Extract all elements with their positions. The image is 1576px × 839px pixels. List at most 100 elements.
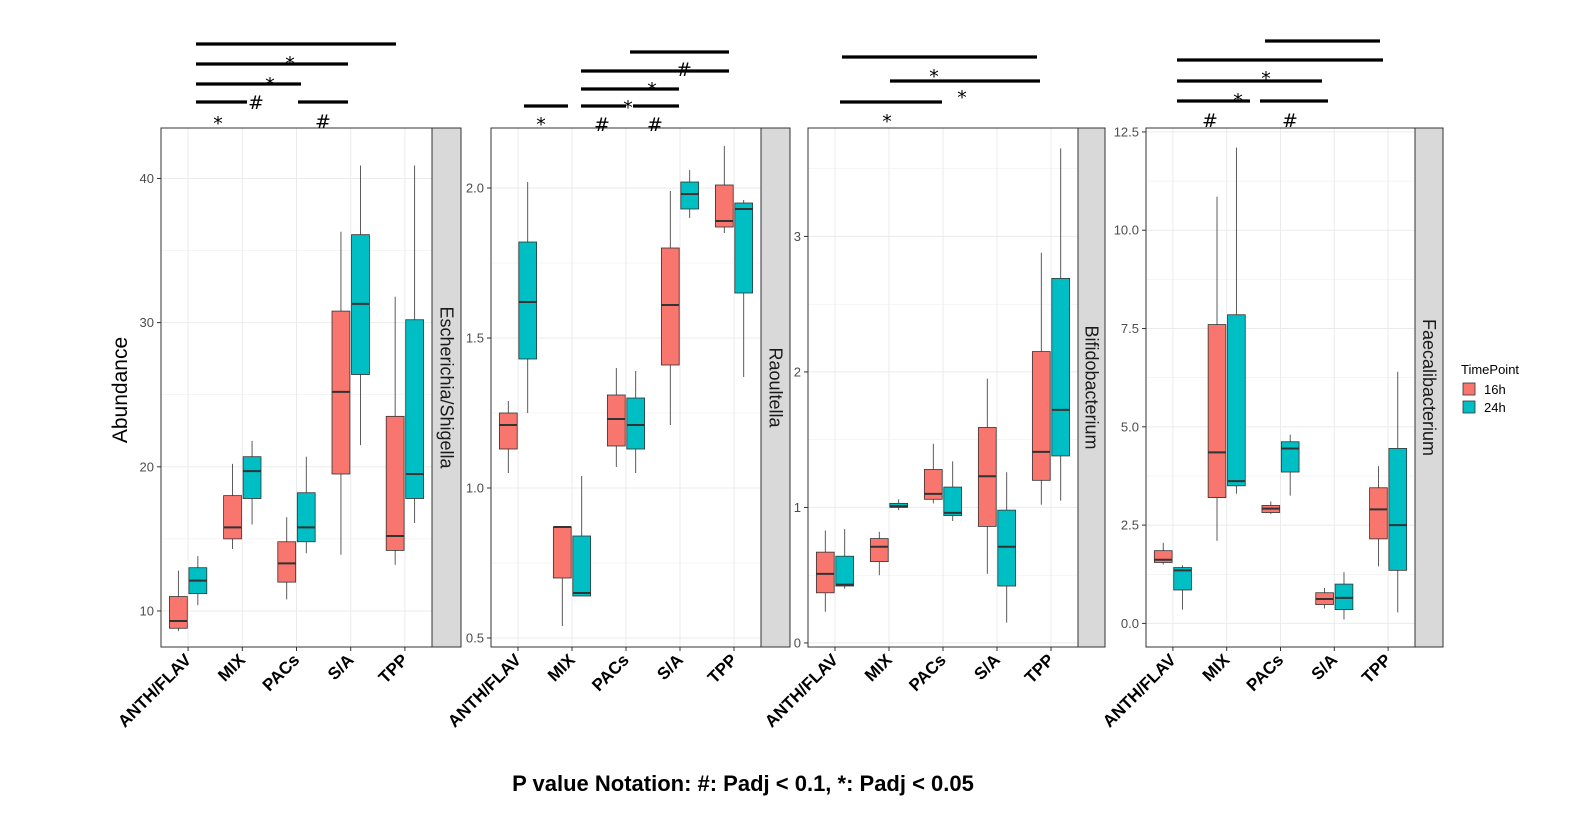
box-16h-ANTH/FLAV (498, 401, 518, 473)
box-iqr (552, 526, 572, 579)
box-16h-TPP (1369, 466, 1388, 567)
box-iqr (1051, 278, 1071, 457)
box-16h-MIX (223, 463, 242, 549)
p-value-caption: P value Notation: #: Padj < 0.1, *: Padj… (512, 771, 974, 796)
box-16h-ANTH/FLAV (1153, 542, 1173, 565)
legend-label-16h: 16h (1484, 382, 1506, 397)
box-iqr (1227, 314, 1246, 487)
box-iqr (606, 394, 626, 447)
box-24h-S/A (1334, 572, 1354, 620)
box-iqr (734, 202, 754, 294)
box-iqr (1388, 448, 1408, 571)
facet-panel: 0.5 1.0 1.5 2.0 Raoultella ANTH/FLAV MIX PACs S/… (444, 127, 791, 731)
box-16h-S/A (660, 191, 680, 425)
box-iqr (680, 181, 700, 210)
box-16h-TPP (385, 296, 405, 565)
x-tick-label: MIX (544, 650, 579, 685)
x-tick-label: ANTH/FLAV (1099, 650, 1180, 731)
box-24h-TPP (1388, 371, 1408, 613)
significance-star: * (957, 87, 967, 109)
box-iqr (997, 509, 1017, 587)
y-tick-label: 1.0 (466, 481, 484, 496)
x-tick-label: PACs (905, 650, 950, 695)
box-iqr (869, 538, 889, 563)
x-tick-label: PACs (588, 650, 633, 695)
significance-hash: # (647, 114, 663, 136)
box-iqr (1153, 550, 1173, 563)
box-iqr (296, 492, 316, 543)
box-24h-MIX (572, 476, 592, 597)
y-tick-label: 7.5 (1121, 321, 1139, 336)
box-iqr (277, 541, 297, 583)
box-iqr (815, 551, 835, 594)
legend-label-24h: 24h (1484, 400, 1506, 415)
x-tick-label: MIX (1199, 650, 1234, 685)
y-tick-label: 30 (140, 315, 154, 330)
significance-hash: # (594, 114, 610, 136)
box-iqr (943, 486, 963, 516)
facet-strip-label: Escherichia/Shigella (437, 306, 457, 469)
y-tick-label: 10 (140, 603, 154, 618)
significance-hash: # (248, 92, 264, 114)
box-24h-S/A (997, 472, 1017, 623)
box-16h-MIX (869, 531, 889, 576)
y-tick-label: 40 (140, 171, 154, 186)
significance-star: * (647, 79, 657, 101)
box-iqr (405, 319, 424, 499)
y-tick-label: 2.5 (1121, 518, 1139, 533)
box-iqr (1369, 487, 1388, 540)
significance-star: * (1261, 68, 1271, 90)
x-tick-label: S/A (324, 650, 357, 683)
facet-panel: 0.0 2.5 5.0 7.5 10.0 12.5 Faecalibacterium ANTH… (1099, 124, 1444, 731)
x-tick-label: PACs (1243, 650, 1288, 695)
box-iqr (223, 495, 242, 540)
box-iqr (385, 415, 405, 551)
box-iqr (923, 469, 943, 500)
significance-star: * (265, 74, 275, 96)
x-tick-label: ANTH/FLAV (114, 650, 195, 731)
facet-panel: 0 1 2 3 Bifidobacterium ANTH/FLAV MIX PACs S/A TP… (761, 127, 1106, 731)
legend-key-24h (1462, 400, 1476, 414)
box-iqr (660, 247, 680, 366)
facet-strip (431, 127, 462, 648)
box-24h-PACs (296, 456, 316, 554)
box-16h-PACs (277, 517, 297, 600)
significance-star: * (1233, 90, 1243, 112)
box-24h-ANTH/FLAV (518, 182, 538, 413)
significance-hash: # (676, 59, 692, 81)
significance-star: * (213, 113, 223, 135)
legend-key-16h (1462, 382, 1476, 396)
box-iqr (1280, 441, 1300, 473)
x-tick-label: MIX (861, 650, 896, 685)
box-iqr (1207, 324, 1227, 498)
x-tick-label: PACs (259, 650, 304, 695)
y-tick-label: 10.0 (1114, 223, 1139, 238)
box-24h-TPP (405, 165, 424, 524)
y-tick-label: 3 (794, 229, 801, 244)
box-16h-TPP (1031, 252, 1051, 505)
facet-strip (1077, 127, 1106, 648)
y-tick-label: 1 (794, 500, 801, 515)
box-24h-ANTH/FLAV (188, 556, 208, 606)
box-iqr (242, 456, 262, 499)
box-24h-MIX (1227, 147, 1246, 494)
facet-strip (1414, 127, 1444, 648)
y-tick-label: 2.0 (466, 181, 484, 196)
x-tick-label: TPP (704, 650, 741, 687)
box-iqr (572, 535, 592, 597)
y-axis-label: Abundance (109, 337, 132, 443)
box-24h-MIX (242, 440, 262, 525)
x-tick-label: ANTH/FLAV (761, 650, 842, 731)
y-tick-label: 12.5 (1114, 124, 1139, 139)
y-tick-label: 0.5 (466, 631, 484, 646)
box-24h-TPP (734, 200, 754, 377)
box-24h-ANTH/FLAV (835, 529, 855, 589)
facet-strip (760, 127, 791, 648)
box-iqr (1173, 567, 1192, 591)
box-16h-ANTH/FLAV (169, 570, 188, 632)
box-24h-MIX (889, 499, 909, 511)
significance-star: * (285, 53, 295, 75)
box-16h-S/A (977, 378, 997, 574)
